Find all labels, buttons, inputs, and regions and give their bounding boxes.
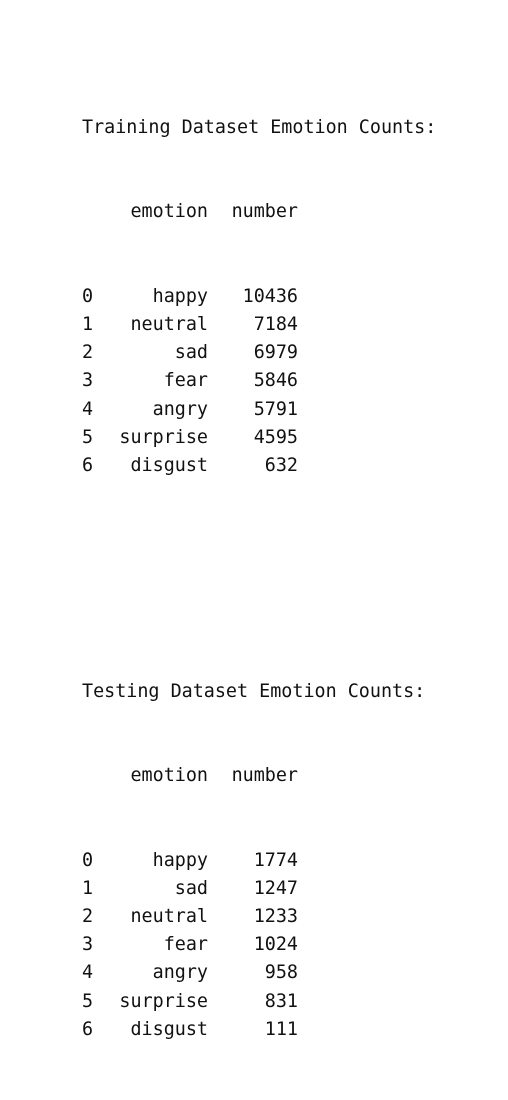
section-spacer <box>82 565 436 593</box>
training-table-body: 0 happy 10436 1 neutral 7184 2 sad 6979 3 fear 5846… <box>82 283 436 480</box>
testing-title: Testing Dataset Emotion Counts: <box>82 680 426 702</box>
testing-table-row: 0 happy 1774 <box>82 847 436 875</box>
testing-row-index: 2 <box>82 906 94 928</box>
testing-row-index: 1 <box>82 877 94 899</box>
training-row-number: 632 <box>264 454 298 476</box>
testing-row-number: 958 <box>264 962 298 984</box>
training-table-row: 0 happy 10436 <box>82 283 436 311</box>
console-output: Training Dataset Emotion Counts: emotion… <box>82 29 436 1100</box>
testing-row-emotion: angry <box>152 962 208 984</box>
testing-header-emotion: emotion <box>130 765 208 787</box>
testing-row-emotion: neutral <box>130 906 208 928</box>
training-row-number: 10436 <box>242 285 298 307</box>
testing-table-body: 0 happy 1774 1 sad 1247 2 neutral 1233 3 fear 1024 4… <box>82 847 436 1044</box>
training-row-number: 4595 <box>253 426 298 448</box>
testing-table-row: 3 fear 1024 <box>82 931 436 959</box>
training-row-emotion: angry <box>152 398 208 420</box>
training-row-index: 4 <box>82 398 94 420</box>
testing-table-row: 2 neutral 1233 <box>82 903 436 931</box>
testing-row-index: 6 <box>82 1018 94 1040</box>
testing-row-number: 1774 <box>253 849 298 871</box>
training-row-index: 2 <box>82 342 94 364</box>
training-row-number: 6979 <box>253 342 298 364</box>
training-row-number: 7184 <box>253 313 298 335</box>
training-row-emotion: neutral <box>130 313 208 335</box>
training-table-row: 3 fear 5846 <box>82 367 436 395</box>
testing-header-row: emotion number <box>82 762 436 790</box>
testing-table-row: 4 angry 958 <box>82 959 436 987</box>
testing-header-number: number <box>231 765 298 787</box>
training-row-emotion: surprise <box>119 426 208 448</box>
training-row-emotion: fear <box>163 370 208 392</box>
training-row-index: 6 <box>82 454 94 476</box>
testing-row-number: 1024 <box>253 934 298 956</box>
training-table-row: 4 angry 5791 <box>82 396 436 424</box>
training-row-index: 5 <box>82 426 94 448</box>
testing-row-number: 1233 <box>253 906 298 928</box>
training-table-row: 2 sad 6979 <box>82 339 436 367</box>
training-row-emotion: disgust <box>130 454 208 476</box>
training-header-emotion: emotion <box>130 201 208 223</box>
training-row-number: 5791 <box>253 398 298 420</box>
testing-row-emotion: happy <box>152 849 208 871</box>
testing-row-emotion: sad <box>174 877 208 899</box>
testing-row-emotion: surprise <box>119 990 208 1012</box>
testing-table-row: 1 sad 1247 <box>82 875 436 903</box>
training-header-row: emotion number <box>82 198 436 226</box>
training-row-emotion: happy <box>152 285 208 307</box>
training-row-number: 5846 <box>253 370 298 392</box>
testing-table-row: 6 disgust 111 <box>82 1016 436 1044</box>
testing-row-emotion: fear <box>163 934 208 956</box>
testing-table-row: 5 surprise 831 <box>82 988 436 1016</box>
training-table-row: 6 disgust 632 <box>82 452 436 480</box>
testing-row-number: 1247 <box>253 877 298 899</box>
testing-row-number: 111 <box>264 1018 298 1040</box>
testing-row-index: 0 <box>82 849 94 871</box>
testing-row-index: 4 <box>82 962 94 984</box>
testing-row-index: 5 <box>82 990 94 1012</box>
testing-row-emotion: disgust <box>130 1018 208 1040</box>
training-row-index: 3 <box>82 370 94 392</box>
testing-row-number: 831 <box>264 990 298 1012</box>
training-title: Training Dataset Emotion Counts: <box>82 116 437 138</box>
training-table-row: 5 surprise 4595 <box>82 424 436 452</box>
training-row-index: 0 <box>82 285 94 307</box>
training-row-index: 1 <box>82 313 94 335</box>
training-header-number: number <box>231 201 298 223</box>
training-table-row: 1 neutral 7184 <box>82 311 436 339</box>
testing-row-index: 3 <box>82 934 94 956</box>
training-row-emotion: sad <box>174 342 208 364</box>
